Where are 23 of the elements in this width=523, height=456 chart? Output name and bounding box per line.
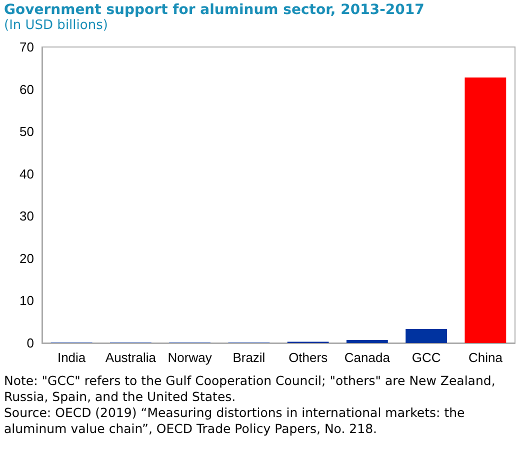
y-tick-label: 60	[20, 82, 34, 97]
x-tick-label: GCC	[412, 350, 441, 365]
bar	[406, 329, 448, 343]
y-tick-label: 20	[20, 250, 34, 266]
x-tick-label: Norway	[168, 350, 212, 365]
text: Note: "GCC" refers to the Gulf Cooperation Council; "others" are New Zealand, Russia, Spain, and the United States.	[3, 373, 496, 405]
y-tick-label: 30	[20, 208, 34, 224]
source-note: Source: OECD (2019) “Measuring distortions in international markets: the aluminum value chain”, OECD Trade Policy Papers, No. 218.	[3, 405, 466, 437]
bar	[346, 340, 388, 343]
y-tick-label: 10	[20, 293, 34, 308]
bar	[464, 77, 506, 343]
y-tick-label: 40	[20, 166, 34, 182]
x-tick-label: Canada	[344, 350, 391, 365]
x-tick-label: Others	[288, 350, 328, 365]
chart-title: Government support for aluminum sector, 2013-2017	[3, 1, 426, 18]
y-tick-label: 50	[20, 124, 34, 140]
x-tick-label: India	[57, 350, 86, 365]
x-tick-label: Australia	[105, 350, 157, 365]
chart-subtitle: (In USD billions)	[3, 18, 109, 33]
y-tick-label: 70	[20, 40, 34, 54]
x-tick-label: Brazil	[232, 350, 266, 365]
y-tick-label: 0	[26, 336, 34, 350]
x-tick-label: China	[468, 350, 504, 365]
